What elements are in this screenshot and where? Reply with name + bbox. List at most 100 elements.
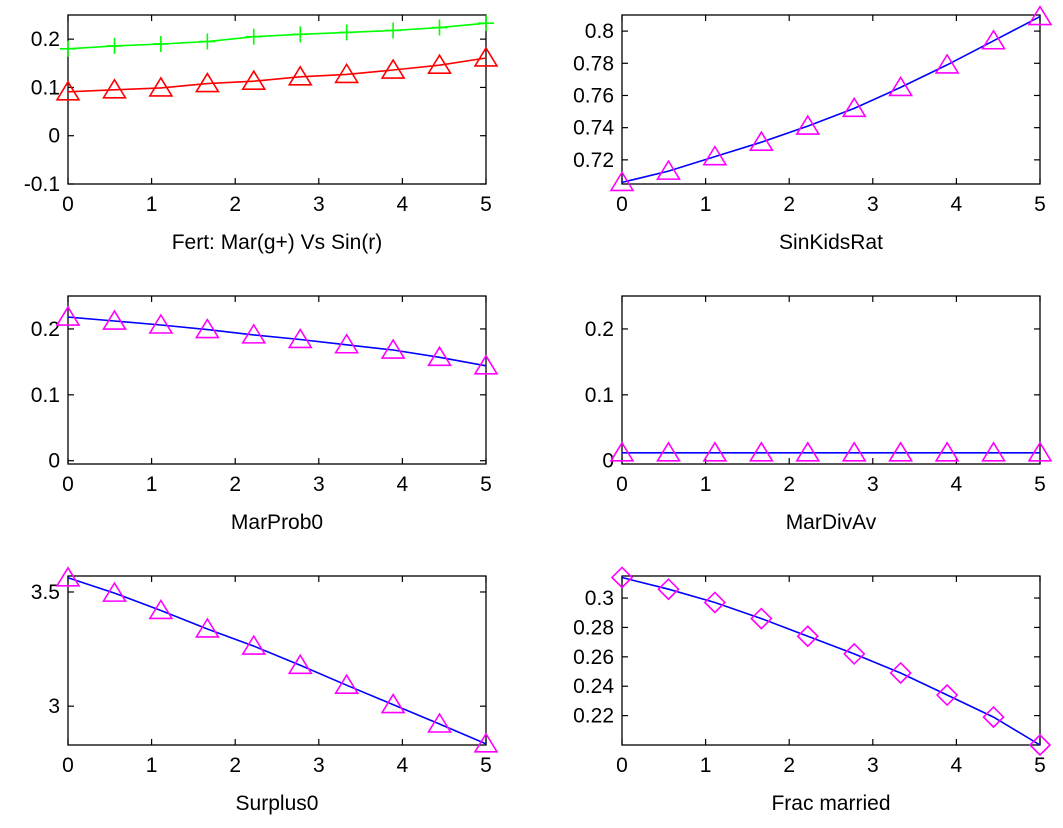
series-1 [609,5,1053,192]
data-point [431,19,448,36]
data-point [334,62,360,84]
x-tick-label: 2 [783,754,795,777]
subplot-2: 0 1 2 3 4 5 0.72 0.74 0.76 0.78 0.8 SinKidsRat [573,5,1053,254]
x-tick-label: 2 [783,193,795,216]
data-point [241,323,267,344]
x-axis-label: MarDivAv [786,511,877,534]
x-tick-label: 2 [229,473,241,496]
data-point [102,309,127,330]
data-point [748,130,774,151]
x-axis-label: MarProb0 [231,511,323,534]
data-point [750,607,773,630]
x-tick-label: 0 [616,754,628,777]
y-tick-label: 0.1 [31,384,60,407]
y-tick-label: 0.2 [31,318,60,341]
data-point [287,327,313,349]
data-point [194,318,220,339]
data-point [796,625,819,648]
x-axis-label: Fert: Mar(g+) Vs Sin(r) [172,231,383,254]
axes-box [67,295,487,465]
x-tick-label: 0 [62,754,74,777]
y-tick-label: 0 [48,450,60,473]
series-line [621,576,1041,746]
data-point [148,313,174,334]
y-tick-label: 0.72 [573,149,614,172]
y-tick-label: 0.76 [573,84,614,107]
data-point [656,441,681,462]
x-tick-label: 3 [313,473,325,496]
data-point [292,26,309,43]
y-tick-label: 0.8 [585,20,614,43]
subplot-6: 0 1 2 3 4 5 0.22 0.24 0.26 0.28 0.3 Frac married [573,566,1052,815]
series-1 [610,566,1052,757]
data-point [795,114,821,135]
x-tick-label: 2 [229,754,241,777]
data-point [148,76,174,97]
y-tick-label: 0.74 [573,117,614,140]
x-tick-label: 4 [951,473,963,496]
series-2 [55,46,499,101]
axes-box [67,14,487,185]
subplot-3: 0 1 2 3 4 5 0 0.1 0.2 MarProb0 [31,295,499,534]
y-tick-label: 3 [48,695,60,718]
data-point [703,591,727,614]
data-point [888,441,914,462]
y-tick-label: 0.22 [573,705,614,728]
x-tick-label: 4 [397,473,409,496]
data-point [478,15,494,32]
data-point [473,46,499,67]
y-tick-label: 0.1 [31,76,60,99]
x-tick-label: 4 [951,754,963,777]
x-tick-label: 4 [951,193,963,216]
data-point [841,441,867,462]
y-tick-label: -0.1 [24,173,60,196]
x-tick-label: 1 [700,473,712,496]
x-tick-label: 1 [146,193,158,216]
x-tick-label: 5 [480,754,492,777]
data-point [60,40,76,57]
y-tick-label: 0 [48,125,60,148]
y-tick-label: 0 [602,450,614,473]
y-tick-label: 0.28 [573,616,614,639]
data-point [194,617,220,638]
x-tick-label: 0 [62,473,74,496]
series-line [67,316,487,367]
x-axis-label: Surplus0 [236,792,319,815]
data-point [934,53,960,74]
x-tick-label: 3 [867,193,879,216]
y-tick-label: 0.26 [573,646,614,669]
y-tick-label: 0.2 [31,28,60,51]
data-point [889,661,912,685]
data-point [1027,5,1053,26]
data-point [194,72,220,93]
data-point [55,566,81,587]
data-point [1027,441,1053,462]
y-tick-label: 0.24 [573,675,614,698]
data-point [427,53,452,75]
data-point [610,566,634,589]
data-point [241,634,267,655]
data-point [241,69,267,90]
x-tick-label: 0 [616,193,628,216]
y-tick-label: 0.78 [573,52,614,75]
x-tick-label: 5 [1034,473,1046,496]
data-point [934,441,960,462]
data-point [657,578,680,601]
data-point [102,581,127,602]
series-line [621,15,1041,184]
data-point [199,33,216,50]
x-tick-label: 5 [480,473,492,496]
data-point [609,170,635,192]
axes-box [621,575,1041,746]
series-1 [55,305,499,375]
x-tick-label: 0 [62,193,74,216]
data-point [1028,733,1052,757]
data-point [338,24,355,41]
series-line [67,22,487,50]
data-point [334,333,360,354]
x-tick-label: 3 [867,754,879,777]
data-point [427,345,452,367]
x-tick-label: 0 [616,473,628,496]
